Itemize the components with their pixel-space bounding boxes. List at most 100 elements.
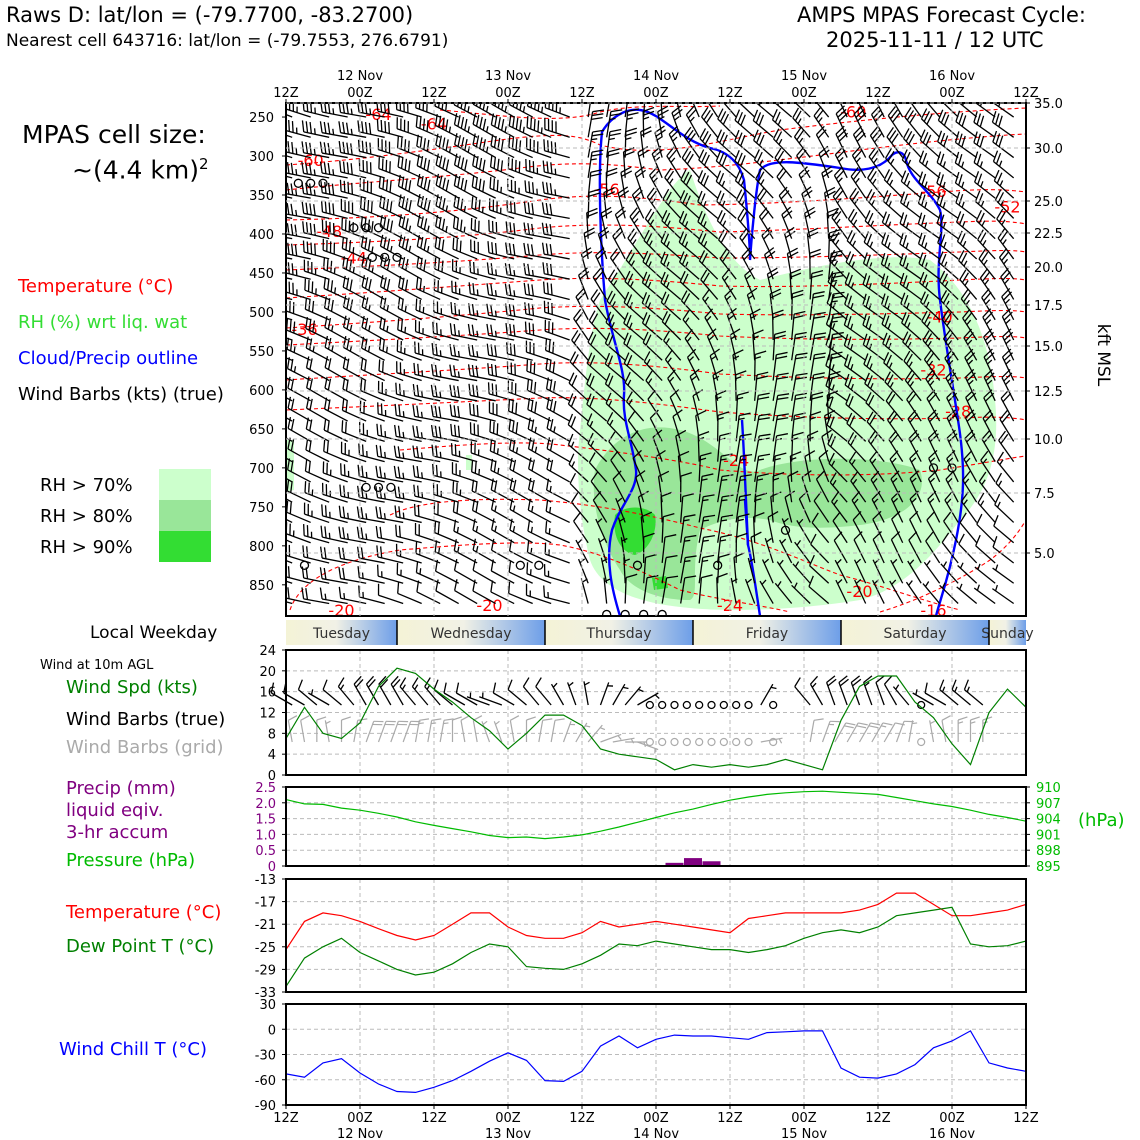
upper-wind-barb [698, 149, 719, 179]
upper-wind-barb [983, 389, 996, 422]
barb-staff [286, 329, 311, 341]
barb-full [834, 86, 845, 94]
barb-staff [992, 546, 1015, 564]
barb-full [529, 361, 532, 373]
barb-full [368, 122, 372, 135]
barb-staff [964, 417, 978, 442]
barb-full [269, 360, 277, 371]
upper-wind-barb [939, 582, 959, 604]
barb-staff [527, 408, 552, 422]
barb-staff [470, 414, 496, 422]
barb-full [551, 322, 554, 334]
barb-half [961, 221, 966, 228]
barb-staff [358, 537, 385, 544]
upper-wind-barb [809, 372, 825, 401]
barb-half [850, 343, 854, 351]
barb-staff [941, 720, 947, 743]
barb-full [891, 133, 899, 144]
barb-full [287, 376, 291, 389]
barb-full [266, 437, 275, 448]
barb-full [716, 190, 722, 202]
barb-staff [489, 209, 515, 219]
barb-half [759, 159, 764, 166]
barb-full [342, 275, 346, 288]
barb-full [523, 242, 527, 255]
barb-full [684, 514, 696, 518]
barb-half [967, 359, 974, 365]
barb-staff [597, 538, 608, 564]
barb-half [477, 268, 479, 275]
cell-size-value-text: ~(4.4 km) [72, 155, 199, 185]
barb-full [845, 393, 851, 405]
barb-full [358, 585, 361, 598]
barb-full [386, 258, 391, 271]
weekday-label: Saturday [883, 626, 946, 642]
upper-wind-barb [884, 371, 904, 402]
barb-full [832, 315, 844, 319]
barb-staff [544, 192, 570, 199]
upper-wind-barb [527, 498, 552, 524]
barb-staff [340, 537, 367, 544]
barb-half [276, 250, 279, 256]
barb-full [758, 392, 770, 396]
barb-staff [286, 574, 293, 584]
upper-wind-barb [703, 103, 719, 118]
upper-wind-barb [486, 323, 515, 341]
barb-staff [938, 103, 959, 118]
barb-full [526, 103, 530, 107]
barb-staff [340, 577, 367, 584]
upper-wind-barb [888, 430, 904, 462]
barb-staff [417, 245, 441, 260]
sfc-barb-true [378, 675, 392, 706]
barb-full [490, 498, 495, 510]
barb-full [471, 324, 475, 337]
barb-full [590, 169, 603, 173]
sfc-barb-grid [427, 718, 442, 743]
barb-full [533, 381, 537, 394]
barb-full [397, 486, 401, 499]
barb-staff [415, 330, 441, 341]
barb-full [438, 216, 442, 229]
barb-half [331, 325, 334, 332]
barb-full [423, 218, 428, 230]
upper-panel: -64 -64-60-60-56 -56-52-48-44-40-36-32-28-… [249, 86, 1113, 617]
barb-staff [674, 103, 682, 118]
barb-staff [509, 104, 533, 118]
barb-staff [525, 233, 552, 240]
barb-full [741, 247, 751, 257]
upper-wind-barb [794, 539, 811, 564]
barb-staff [286, 348, 311, 361]
upper-wind-barb [505, 342, 533, 361]
barb-full [384, 723, 395, 726]
barb-full [909, 113, 917, 124]
barb-full [665, 191, 672, 203]
upper-wind-barb [678, 231, 700, 260]
barb-staff [716, 220, 737, 240]
barb-half [905, 222, 909, 229]
barb-full [457, 176, 461, 188]
barb-full [324, 201, 327, 214]
barb-full [703, 494, 715, 498]
barb-staff [881, 323, 904, 341]
barb-full [290, 378, 295, 391]
barb-full [985, 392, 995, 402]
upper-wind-barb [845, 393, 867, 422]
barb-full [508, 539, 513, 552]
cell-size-label: MPAS cell size: [22, 120, 206, 149]
barb-full [287, 437, 291, 450]
barb-staff [981, 438, 996, 462]
barb-full [375, 526, 379, 538]
barb-half [674, 116, 680, 121]
upper-wind-barb [286, 479, 311, 503]
upper-wind-barb [993, 515, 1015, 544]
barb-full [366, 161, 368, 173]
barb-staff [921, 320, 941, 341]
barb-staff [830, 238, 848, 260]
barb-staff [472, 103, 496, 118]
barb-full [290, 183, 294, 195]
barb-full [327, 317, 332, 330]
barb-full [311, 262, 313, 274]
barb-staff [623, 342, 645, 361]
barb-full [995, 152, 1002, 165]
barb-full [795, 331, 807, 336]
